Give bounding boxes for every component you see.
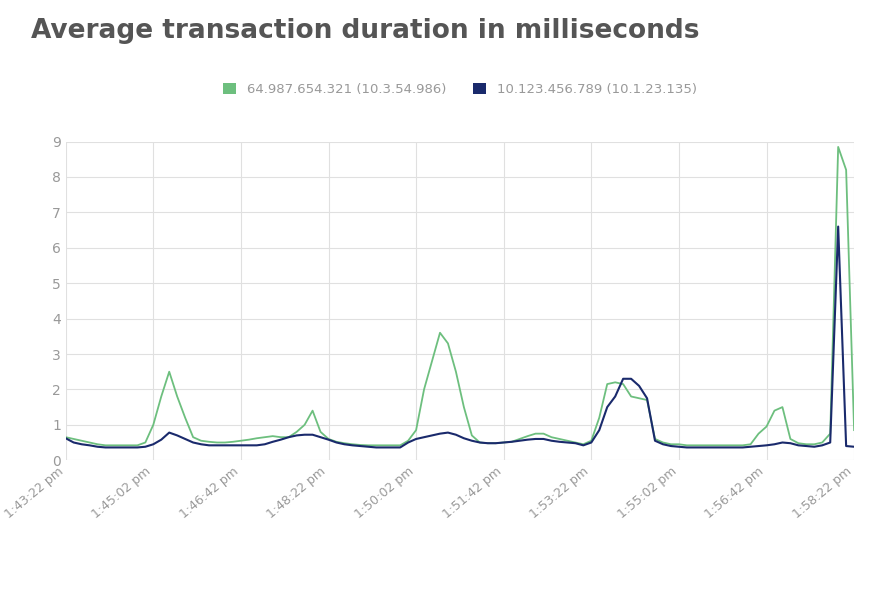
10.123.456.789 (10.1.23.135) [100,444,110,451]
64.987.654.321 (10.3.54.986) [220,439,230,446]
Line: 64.987.654.321 (10.3.54.986): 64.987.654.321 (10.3.54.986) [66,147,854,445]
10.123.456.789 (10.1.23.135) [817,442,828,449]
64.987.654.321 (10.3.54.986) [475,439,485,446]
10.123.456.789 (10.1.23.135) [475,439,485,446]
10.123.456.789 (10.1.23.135) [793,442,803,449]
Line: 10.123.456.789 (10.1.23.135): 10.123.456.789 (10.1.23.135) [66,227,854,447]
64.987.654.321 (10.3.54.986) [100,442,110,449]
64.987.654.321 (10.3.54.986) [793,440,803,447]
64.987.654.321 (10.3.54.986) [251,435,262,442]
10.123.456.789 (10.1.23.135) [251,442,262,449]
10.123.456.789 (10.1.23.135) [849,443,859,450]
64.987.654.321 (10.3.54.986) [60,434,71,441]
64.987.654.321 (10.3.54.986) [538,430,548,437]
64.987.654.321 (10.3.54.986) [849,427,859,434]
10.123.456.789 (10.1.23.135) [220,442,230,449]
10.123.456.789 (10.1.23.135) [833,223,844,230]
10.123.456.789 (10.1.23.135) [538,435,548,442]
64.987.654.321 (10.3.54.986) [833,143,844,150]
Legend: 64.987.654.321 (10.3.54.986), 10.123.456.789 (10.1.23.135): 64.987.654.321 (10.3.54.986), 10.123.456… [218,78,702,101]
Text: Average transaction duration in milliseconds: Average transaction duration in millisec… [31,18,699,44]
64.987.654.321 (10.3.54.986) [817,439,828,446]
10.123.456.789 (10.1.23.135) [60,435,71,442]
